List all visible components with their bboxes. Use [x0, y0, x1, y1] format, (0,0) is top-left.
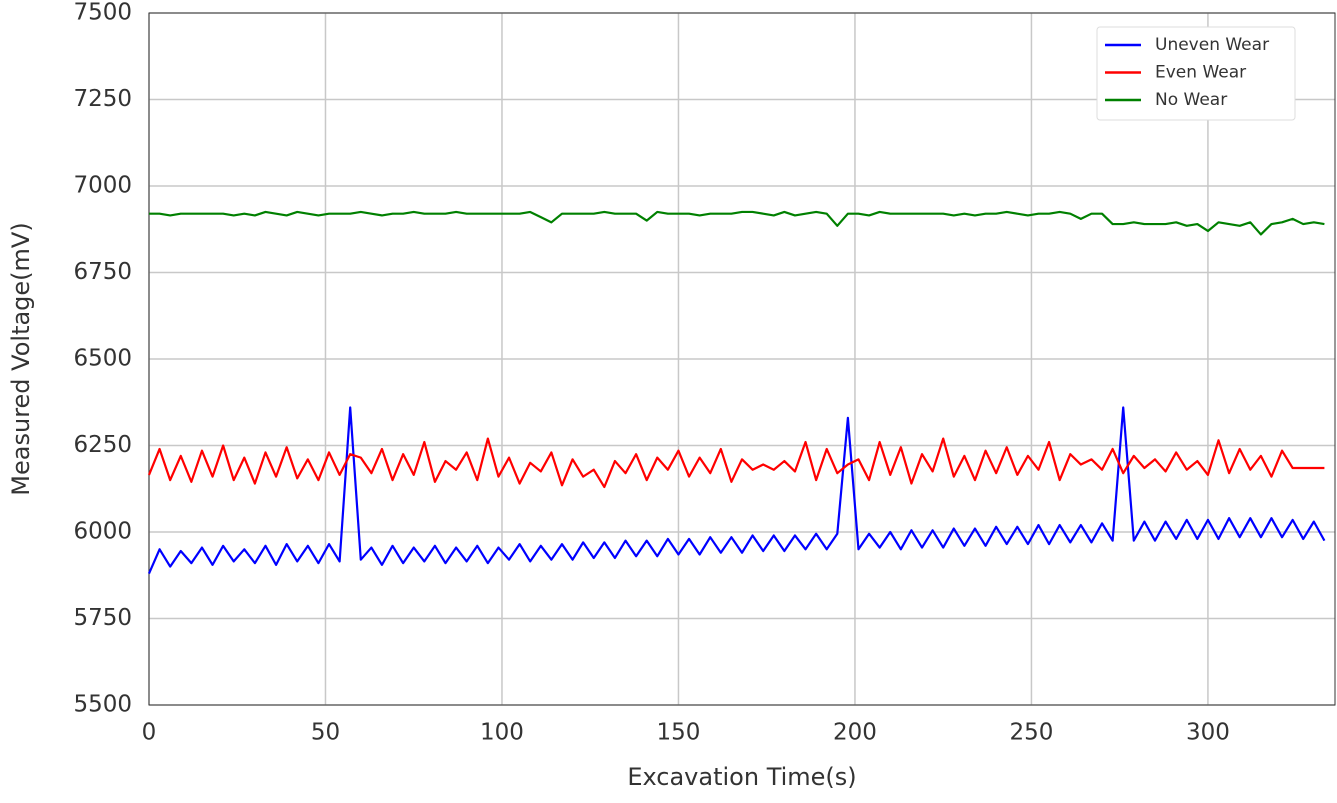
y-tick-label: 5500 — [73, 692, 132, 718]
y-tick-label: 6500 — [73, 346, 132, 372]
data-line — [149, 210, 1325, 236]
x-tick-label: 50 — [311, 720, 340, 746]
legend-box — [1096, 26, 1296, 121]
y-tick-label: 7250 — [73, 86, 132, 112]
legend-label: No Wear — [1155, 90, 1227, 110]
legend-label: Uneven Wear — [1155, 35, 1269, 55]
y-tick-label: 7000 — [73, 173, 132, 199]
x-tick-label: 200 — [833, 720, 877, 746]
y-tick-label: 5750 — [73, 605, 132, 631]
x-tick-label: 150 — [657, 720, 701, 746]
data-line — [147, 437, 1325, 489]
x-tick-label: 0 — [142, 720, 157, 746]
x-tick-label: 300 — [1186, 720, 1230, 746]
y-tick-label: 7500 — [73, 0, 132, 26]
y-tick-label: 6750 — [73, 259, 132, 285]
plot-frame — [148, 12, 1336, 706]
y-axis-label: Measured Voltage(mV) — [7, 222, 35, 495]
y-tick-label: 6250 — [73, 432, 132, 458]
y-tick-label: 6000 — [73, 519, 132, 545]
data-line — [147, 406, 1326, 574]
x-axis-label: Excavation Time(s) — [627, 763, 856, 791]
x-tick-label: 100 — [480, 720, 524, 746]
x-tick-label: 250 — [1009, 720, 1053, 746]
legend-label: Even Wear — [1155, 63, 1246, 83]
